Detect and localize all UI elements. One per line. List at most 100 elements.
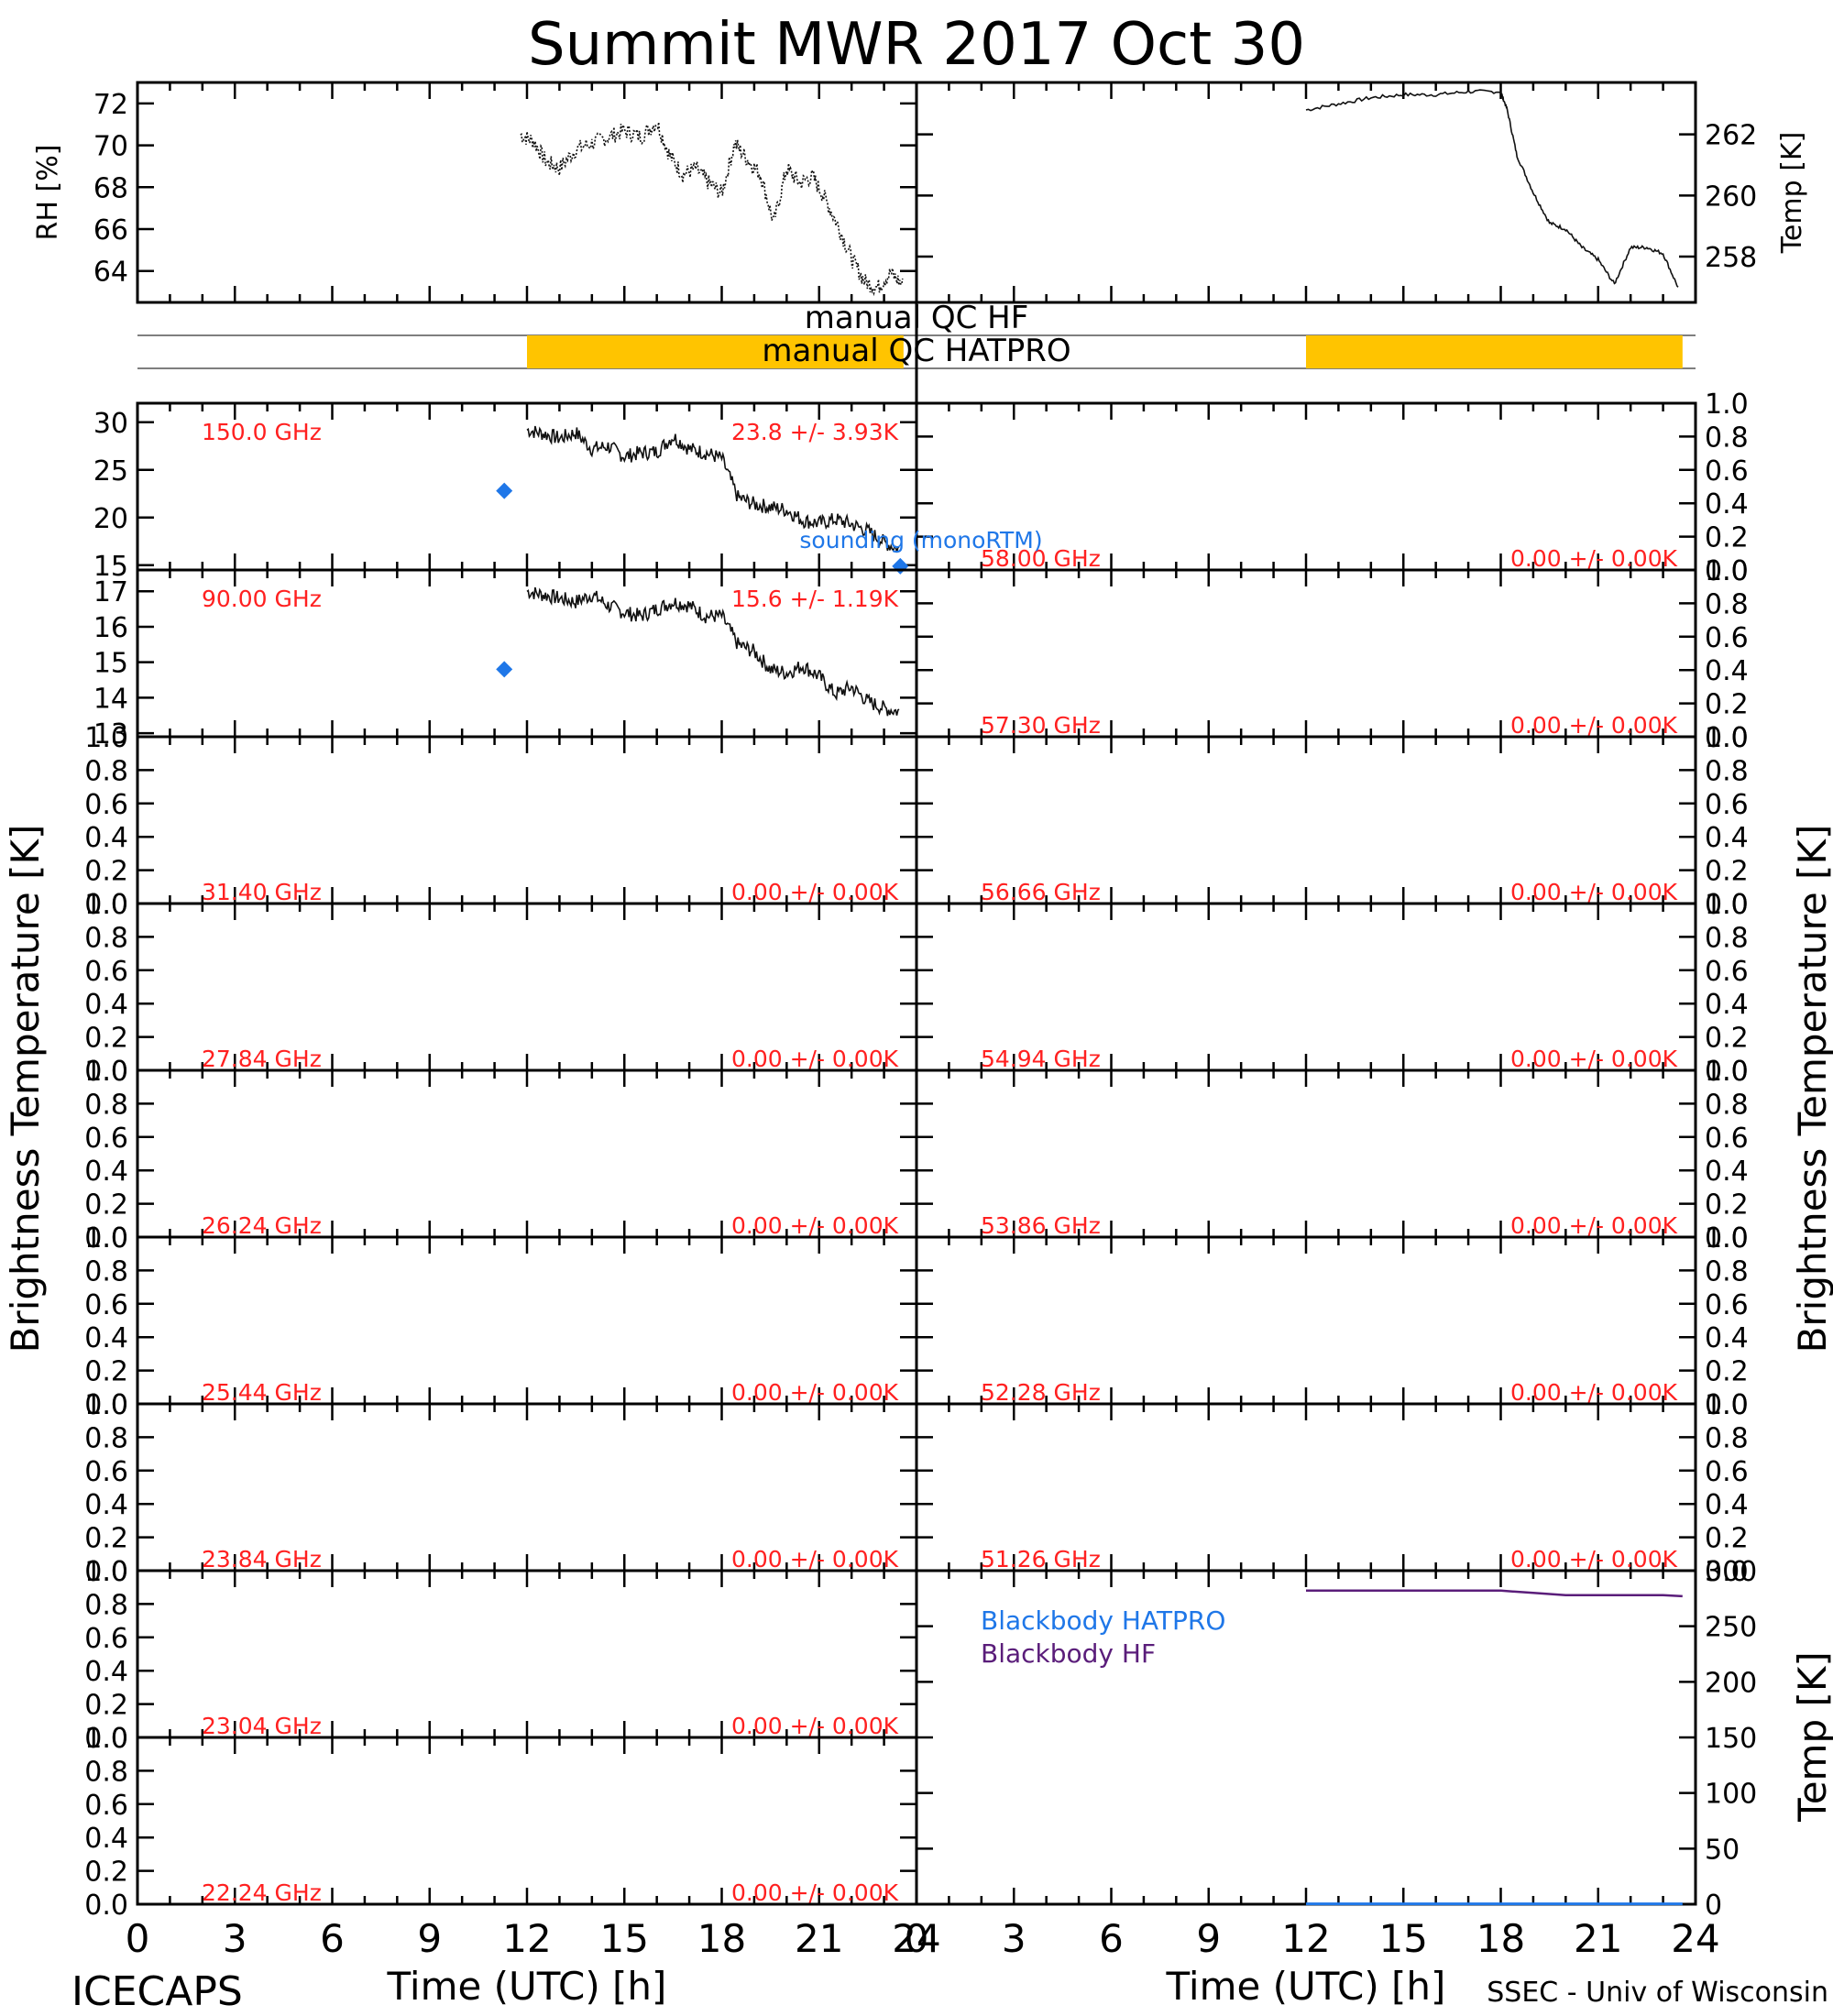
time-tick-label: 3 bbox=[223, 1916, 247, 1961]
qc-hatpro-flag-right bbox=[1306, 335, 1683, 368]
time-tick-label: 18 bbox=[697, 1916, 746, 1961]
y-tick-label: 100 bbox=[1705, 1779, 1757, 1811]
y-tick-label: 0.4 bbox=[1705, 1156, 1749, 1188]
rh-series-line bbox=[520, 122, 904, 297]
channel-frequency-label: 58.00 GHz bbox=[981, 545, 1101, 572]
y-tick-label: 300 bbox=[1705, 1556, 1757, 1588]
y-tick-label: 0.8 bbox=[84, 922, 128, 954]
y-tick-label: 0.4 bbox=[84, 1322, 128, 1354]
temp-panel-frame bbox=[915, 81, 1697, 304]
y-tick-label: 0.8 bbox=[1705, 1255, 1749, 1287]
y-tick-label: 0.4 bbox=[84, 1156, 128, 1188]
y-tick-label: 0.2 bbox=[84, 1189, 128, 1222]
channel-series-line bbox=[526, 586, 900, 717]
channel-stats-label: 15.6 +/- 1.19K bbox=[731, 586, 899, 612]
y-tick-label: 1.0 bbox=[84, 1389, 128, 1421]
channel-frequency-label: 25.44 GHz bbox=[202, 1379, 322, 1406]
y-tick-label: 0.8 bbox=[84, 755, 128, 787]
y-tick-label: 0.8 bbox=[1705, 1089, 1749, 1121]
y-tick-label: 0.2 bbox=[84, 1523, 128, 1555]
channel-stats-label: 0.00 +/- 0.00K bbox=[1510, 1212, 1678, 1239]
y-tick-label: 1.0 bbox=[1705, 389, 1749, 421]
channel-frequency-label: 23.84 GHz bbox=[202, 1546, 322, 1572]
y-tick-label: 0.4 bbox=[84, 1489, 128, 1521]
y-tick-label: 1.0 bbox=[1705, 1222, 1749, 1255]
y-tick-label: 0.6 bbox=[84, 1123, 128, 1155]
y-tick-label: 260 bbox=[1705, 181, 1757, 213]
channel-stats-label: 0.00 +/- 0.00K bbox=[731, 879, 899, 905]
channel-stats-label: 0.00 +/- 0.00K bbox=[731, 1713, 899, 1739]
y-tick-label: 0.4 bbox=[1705, 655, 1749, 687]
channel-stats-label: 23.8 +/- 3.93K bbox=[731, 419, 899, 445]
footer-right: SSEC - Univ of Wisconsin bbox=[1487, 1977, 1828, 2009]
y-tick-label: 0.8 bbox=[1705, 422, 1749, 454]
y-tick-label: 1.0 bbox=[1705, 722, 1749, 754]
time-tick-label: 6 bbox=[320, 1916, 345, 1961]
y-tick-label: 1.0 bbox=[84, 1556, 128, 1588]
y-tick-label: 0.8 bbox=[84, 1589, 128, 1621]
time-tick-label: 18 bbox=[1476, 1916, 1525, 1961]
time-tick-label: 9 bbox=[417, 1916, 442, 1961]
channel-stats-label: 0.00 +/- 0.00K bbox=[731, 1046, 899, 1072]
y-tick-label: 0.2 bbox=[1705, 1189, 1749, 1222]
y-tick-label: 70 bbox=[93, 131, 128, 163]
y-tick-label: 0.6 bbox=[84, 1623, 128, 1655]
y-tick-label: 1.0 bbox=[84, 1723, 128, 1755]
time-tick-label: 12 bbox=[502, 1916, 551, 1961]
y-tick-label: 16 bbox=[93, 612, 128, 644]
y-tick-label: 0.8 bbox=[1705, 1422, 1749, 1454]
time-tick-label: 24 bbox=[1671, 1916, 1719, 1961]
y-tick-label: 66 bbox=[93, 214, 128, 247]
y-tick-label: 0.8 bbox=[1705, 755, 1749, 787]
channel-stats-label: 0.00 +/- 0.00K bbox=[1510, 879, 1678, 905]
y-tick-label: 0.0 bbox=[1705, 1556, 1749, 1588]
y-tick-label: 0.2 bbox=[84, 1690, 128, 1722]
y-tick-label: 250 bbox=[1705, 1612, 1757, 1644]
blackbody-axis-label: Temp [K] bbox=[1790, 1651, 1833, 1823]
rh-panel-frame bbox=[136, 81, 918, 304]
channel-frequency-label: 27.84 GHz bbox=[202, 1046, 322, 1072]
channel-frequency-label: 56.66 GHz bbox=[981, 879, 1101, 905]
y-tick-label: 0.0 bbox=[1705, 1389, 1749, 1421]
y-tick-label: 0.0 bbox=[1705, 889, 1749, 921]
y-tick-label: 1.0 bbox=[84, 889, 128, 921]
y-tick-label: 0.8 bbox=[84, 1089, 128, 1121]
tb-axis-label-left: Brightness Temperature [K] bbox=[3, 825, 48, 1353]
y-tick-label: 0.2 bbox=[1705, 689, 1749, 721]
time-tick-label: 15 bbox=[1379, 1916, 1428, 1961]
y-tick-label: 50 bbox=[1705, 1834, 1740, 1866]
figure-title: Summit MWR 2017 Oct 30 bbox=[528, 11, 1305, 79]
y-tick-label: 72 bbox=[93, 89, 128, 121]
y-tick-label: 0.0 bbox=[1705, 722, 1749, 754]
y-tick-label: 0.4 bbox=[1705, 1489, 1749, 1521]
y-tick-label: 0.2 bbox=[1705, 856, 1749, 888]
y-tick-label: 25 bbox=[93, 455, 128, 488]
y-tick-label: 13 bbox=[93, 718, 128, 751]
channel-stats-label: 0.00 +/- 0.00K bbox=[1510, 1379, 1678, 1406]
y-tick-label: 1.0 bbox=[1705, 555, 1749, 587]
time-tick-label: 21 bbox=[795, 1916, 843, 1961]
channel-frequency-label: 51.26 GHz bbox=[981, 1546, 1101, 1572]
y-tick-label: 0.6 bbox=[1705, 1289, 1749, 1321]
y-tick-label: 0.6 bbox=[84, 956, 128, 988]
channel-stats-label: 0.00 +/- 0.00K bbox=[1510, 1046, 1678, 1072]
blackbody-hf-line bbox=[1306, 1589, 1683, 1598]
y-tick-label: 262 bbox=[1705, 120, 1757, 152]
time-tick-label: 24 bbox=[892, 1916, 940, 1961]
channel-frequency-label: 53.86 GHz bbox=[981, 1212, 1101, 1239]
y-tick-label: 14 bbox=[93, 683, 128, 715]
footer-left: ICECAPS bbox=[71, 1968, 243, 2015]
temp-axis-label: Temp [K] bbox=[1776, 132, 1808, 255]
time-tick-label: 0 bbox=[126, 1916, 150, 1961]
channel-stats-label: 0.00 +/- 0.00K bbox=[1510, 712, 1678, 739]
y-tick-label: 0.2 bbox=[84, 856, 128, 888]
y-tick-label: 0.2 bbox=[1705, 1523, 1749, 1555]
y-tick-label: 0.0 bbox=[84, 1890, 128, 1922]
y-tick-label: 0.6 bbox=[1705, 455, 1749, 488]
channel-frequency-label: 150.0 GHz bbox=[202, 419, 322, 445]
time-tick-label: 12 bbox=[1281, 1916, 1330, 1961]
y-tick-label: 17 bbox=[93, 576, 128, 608]
channel-frequency-label: 52.28 GHz bbox=[981, 1379, 1101, 1406]
y-tick-label: 0.6 bbox=[84, 1289, 128, 1321]
time-axis-label-left: Time (UTC) [h] bbox=[387, 1964, 667, 2009]
